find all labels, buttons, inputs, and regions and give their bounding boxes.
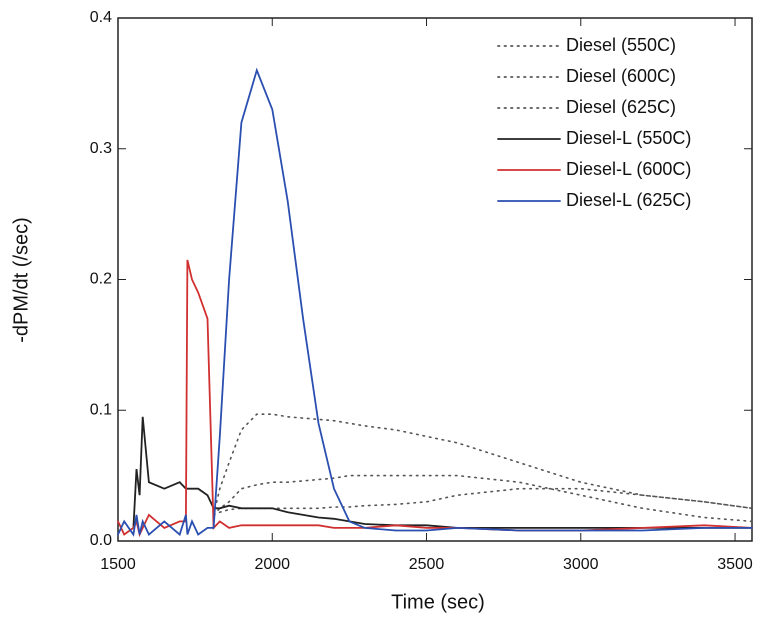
legend-label: Diesel (550C) xyxy=(566,35,676,55)
series-line xyxy=(212,413,753,516)
y-tick-label: 0.4 xyxy=(90,9,112,26)
y-axis-label: -dPM/dt (/sec) xyxy=(10,217,32,343)
legend-label: Diesel (600C) xyxy=(566,66,676,86)
series-line xyxy=(212,474,753,523)
x-tick-label: 3000 xyxy=(563,556,599,573)
legend-label: Diesel-L (600C) xyxy=(566,159,691,179)
y-tick-label: 0.2 xyxy=(90,271,112,288)
series-line xyxy=(117,67,753,537)
x-tick-label: 1500 xyxy=(100,556,136,573)
x-tick-label: 3500 xyxy=(717,556,753,573)
legend-label: Diesel-L (550C) xyxy=(566,128,691,148)
x-axis-label: Time (sec) xyxy=(391,591,485,613)
x-tick-label: 2000 xyxy=(254,556,290,573)
series-line xyxy=(212,487,753,516)
y-tick-label: 0.3 xyxy=(90,140,112,157)
y-tick-label: 0.1 xyxy=(90,401,112,418)
legend-label: Diesel-L (625C) xyxy=(566,190,691,210)
x-tick-label: 2500 xyxy=(409,556,445,573)
y-tick-label: 0.0 xyxy=(90,532,112,549)
series-line xyxy=(117,259,753,538)
legend-label: Diesel (625C) xyxy=(566,97,676,117)
